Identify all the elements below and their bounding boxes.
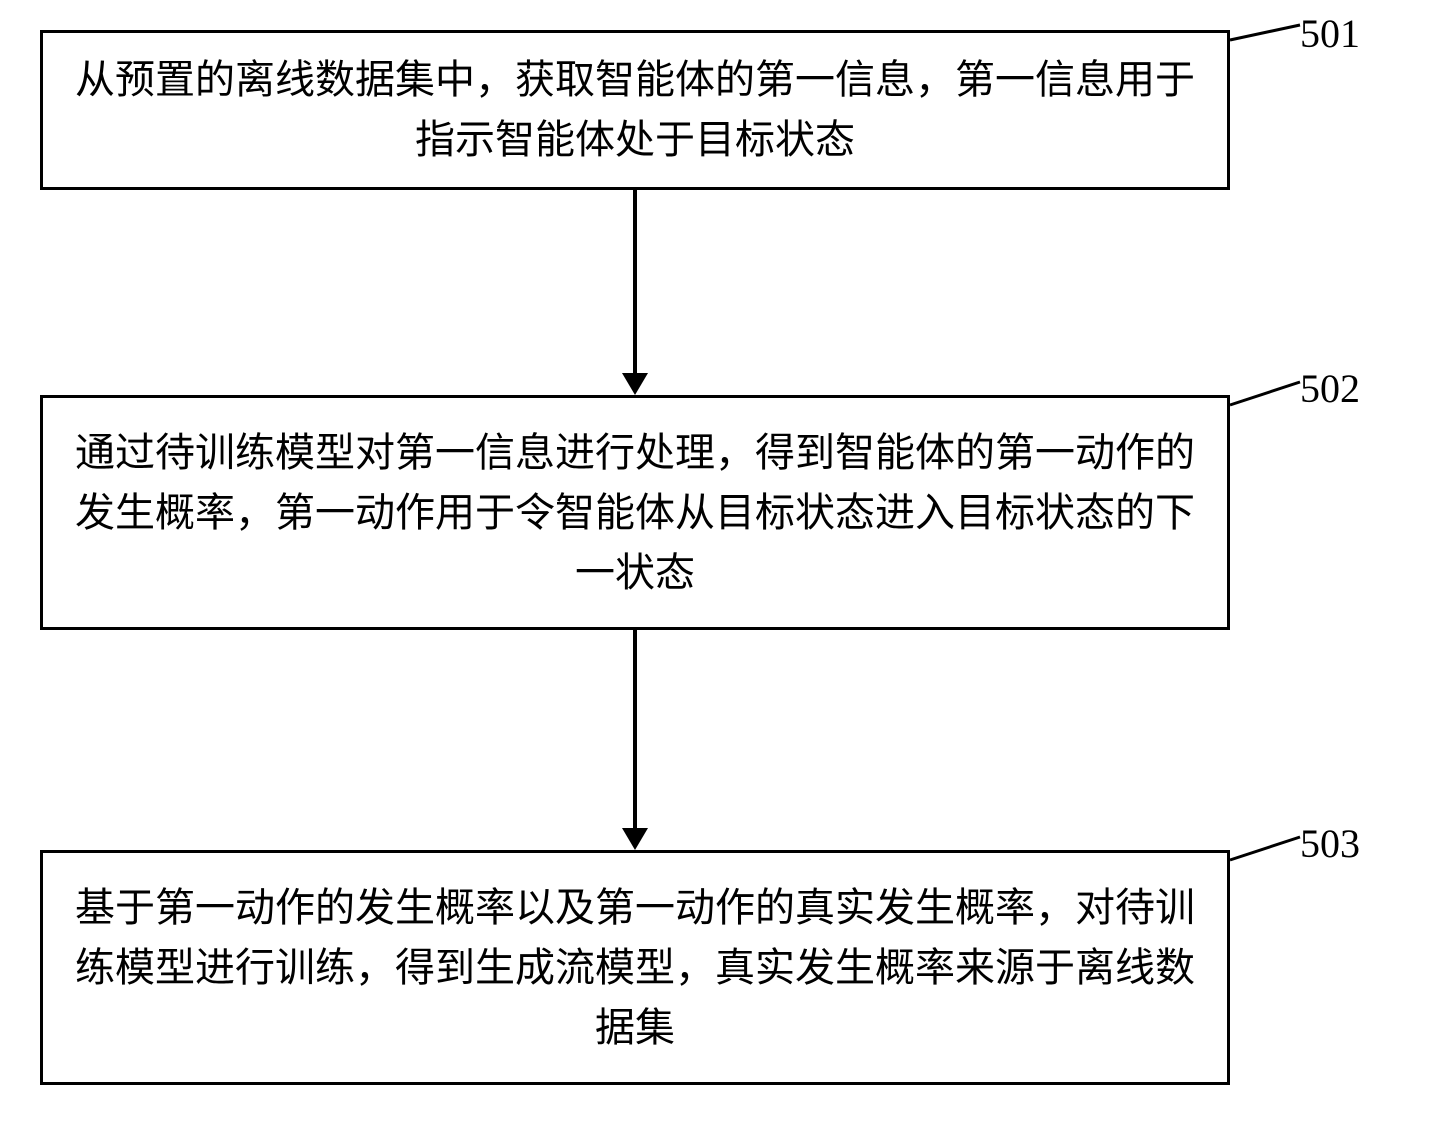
- node-3-text: 基于第一动作的发生概率以及第一动作的真实发生概率，对待训练模型进行训练，得到生成…: [67, 878, 1203, 1058]
- arrow-1-to-2: [633, 190, 637, 395]
- node-3-label: 503: [1300, 820, 1360, 867]
- node-1-text: 从预置的离线数据集中，获取智能体的第一信息，第一信息用于指示智能体处于目标状态: [67, 50, 1203, 170]
- flowchart-node-2: 通过待训练模型对第一信息进行处理，得到智能体的第一动作的发生概率，第一动作用于令…: [40, 395, 1230, 630]
- node-2-text: 通过待训练模型对第一信息进行处理，得到智能体的第一动作的发生概率，第一动作用于令…: [67, 423, 1203, 603]
- flowchart-node-3: 基于第一动作的发生概率以及第一动作的真实发生概率，对待训练模型进行训练，得到生成…: [40, 850, 1230, 1085]
- node-1-label: 501: [1300, 10, 1360, 57]
- arrow-2-to-3: [633, 630, 637, 850]
- flowchart-node-1: 从预置的离线数据集中，获取智能体的第一信息，第一信息用于指示智能体处于目标状态: [40, 30, 1230, 190]
- flowchart-container: 从预置的离线数据集中，获取智能体的第一信息，第一信息用于指示智能体处于目标状态 …: [0, 0, 1443, 1145]
- node-2-label: 502: [1300, 365, 1360, 412]
